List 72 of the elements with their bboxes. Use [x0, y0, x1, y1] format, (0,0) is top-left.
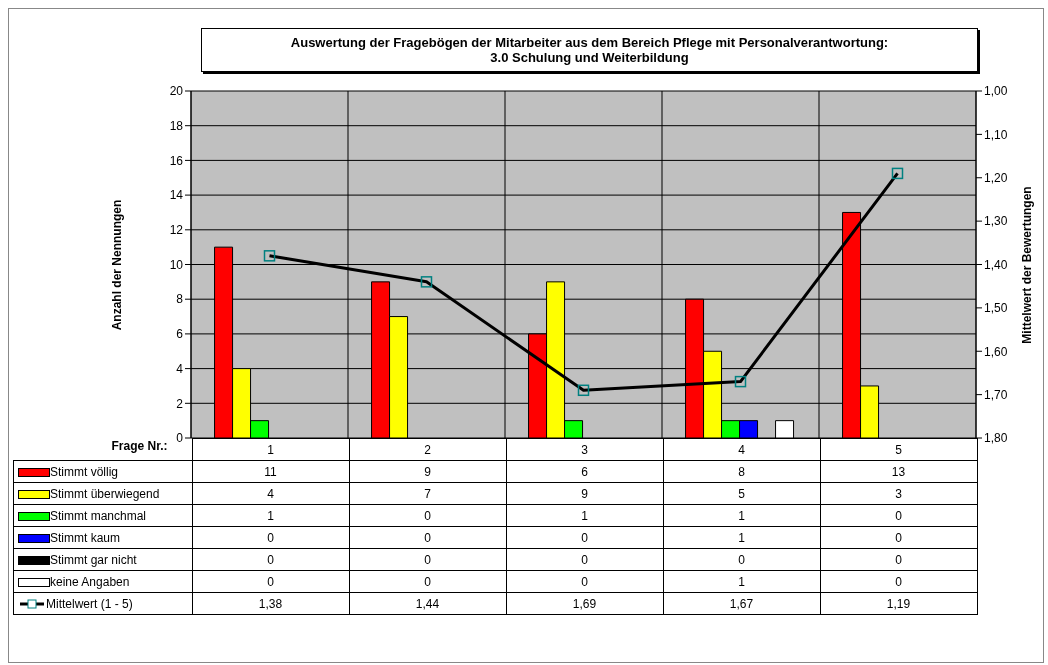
y2-tick-label: 1,70 [984, 387, 1008, 402]
y-tick-label: 6 [176, 327, 184, 342]
legend-label: Stimmt kaum [13, 526, 192, 549]
data-label: 0 [506, 548, 663, 571]
data-label: 4 [192, 482, 349, 505]
data-label: 1,38 [192, 592, 349, 615]
data-label: 1 [192, 504, 349, 527]
data-label: 0 [349, 526, 506, 549]
data-label: 0 [820, 526, 977, 549]
data-label: 8 [663, 460, 820, 483]
y2-axis-title: Mittelwert der Bewertungen [1020, 185, 1034, 344]
legend-label: keine Angaben [13, 570, 192, 593]
x-tick-label: 4 [663, 438, 820, 461]
data-label: 3 [820, 482, 977, 505]
data-label: 1,67 [663, 592, 820, 615]
legend-label: Stimmt überwiegend [13, 482, 192, 505]
data-label: 0 [192, 526, 349, 549]
x-tick-label: 2 [349, 438, 506, 461]
x-tick-label: 1 [192, 438, 349, 461]
data-label: 0 [506, 526, 663, 549]
data-label: 9 [506, 482, 663, 505]
y2-tick-label: 1,30 [984, 214, 1008, 229]
data-label: 0 [663, 548, 820, 571]
data-label: 11 [192, 460, 349, 483]
data-label: 7 [349, 482, 506, 505]
y-tick-label: 2 [176, 396, 184, 411]
data-label: 0 [349, 570, 506, 593]
y-tick-label: 18 [169, 118, 184, 133]
legend-label: Stimmt manchmal [13, 504, 192, 527]
data-label: 9 [349, 460, 506, 483]
data-label: 1,19 [820, 592, 977, 615]
data-label: 0 [192, 548, 349, 571]
chart-title: Auswertung der Fragebögen der Mitarbeiter aus dem Bereich Pflege mit Personalverantwortung: [289, 35, 890, 50]
data-label: 5 [663, 482, 820, 505]
y2-tick-label: 1,40 [984, 257, 1008, 272]
y2-tick-label: 1,20 [984, 171, 1008, 186]
y-tick-label: 14 [169, 188, 184, 203]
chart-subtitle: 3.0 Schulung und Weiterbildung [489, 50, 690, 65]
y2-tick-label: 1,00 [984, 84, 1008, 99]
x-tick-label: 3 [506, 438, 663, 461]
data-label: 1 [506, 504, 663, 527]
legend-label: Stimmt gar nicht [13, 548, 192, 571]
data-label: 0 [349, 548, 506, 571]
data-label: 6 [506, 460, 663, 483]
data-label: 1 [663, 526, 820, 549]
data-label: 1,69 [506, 592, 663, 615]
data-label: 1,44 [349, 592, 506, 615]
y2-tick-label: 1,50 [984, 301, 1008, 316]
x-tick-label: 5 [820, 438, 977, 461]
data-label: 0 [506, 570, 663, 593]
data-label: 13 [820, 460, 977, 483]
y2-tick-label: 1,80 [984, 431, 1008, 446]
data-label: 1 [663, 570, 820, 593]
data-label: 0 [820, 548, 977, 571]
data-label: 0 [192, 570, 349, 593]
data-label: 0 [820, 504, 977, 527]
y-tick-label: 4 [176, 361, 184, 376]
y2-tick-label: 1,10 [984, 127, 1008, 142]
y-tick-label: 0 [176, 431, 184, 446]
y-axis-title: Anzahl der Nennungen [110, 199, 124, 330]
data-label: 1 [663, 504, 820, 527]
y-tick-label: 16 [169, 153, 184, 168]
y-tick-label: 20 [169, 84, 184, 99]
y-tick-label: 8 [176, 292, 184, 307]
y-tick-label: 12 [169, 223, 184, 238]
legend-label: Mittelwert (1 - 5) [13, 592, 192, 615]
x-axis-title: Frage Nr.: [111, 438, 168, 453]
data-label: 0 [349, 504, 506, 527]
legend-label: Stimmt völlig [13, 460, 192, 483]
y-tick-label: 10 [169, 257, 184, 272]
y2-tick-label: 1,60 [984, 344, 1008, 359]
data-label: 0 [820, 570, 977, 593]
